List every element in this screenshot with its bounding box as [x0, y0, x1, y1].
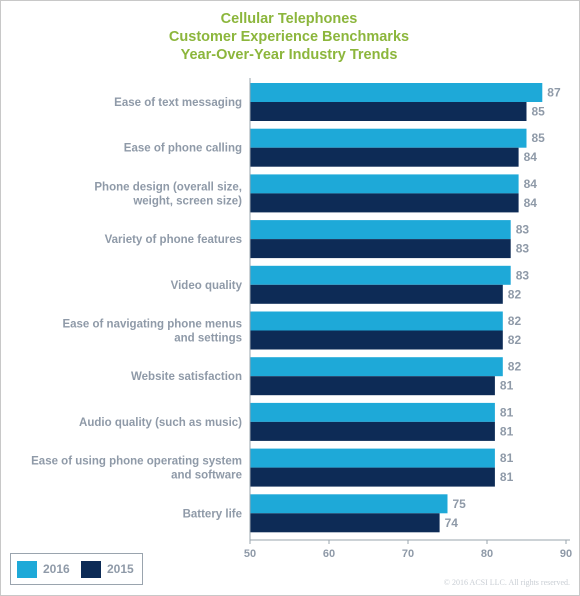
- value-label-2016-3: 83: [516, 223, 530, 237]
- category-label-0: Ease of text messaging: [114, 97, 242, 109]
- value-label-2016-7: 81: [500, 405, 514, 419]
- value-label-2015-5: 82: [508, 333, 522, 347]
- legend-item-2016: 2016: [17, 560, 70, 578]
- value-label-2016-4: 83: [516, 268, 530, 282]
- x-tick-label-1: 60: [323, 548, 335, 560]
- bar-2016-8: [250, 449, 495, 468]
- bar-2015-1: [250, 148, 519, 167]
- x-tick-label-0: 50: [244, 548, 256, 560]
- value-label-2015-8: 81: [500, 470, 514, 484]
- value-label-2015-2: 84: [524, 196, 538, 210]
- bar-2016-2: [250, 174, 519, 193]
- bar-2015-7: [250, 422, 495, 441]
- category-label-1: Ease of phone calling: [124, 143, 242, 155]
- category-label-9: Battery life: [183, 508, 242, 520]
- value-label-2015-7: 81: [500, 424, 514, 438]
- bar-2015-0: [250, 102, 527, 121]
- category-label-6: Website satisfaction: [131, 371, 242, 383]
- bar-2016-5: [250, 312, 503, 331]
- category-label-8: Ease of using phone operating system and …: [31, 456, 242, 482]
- bar-2016-9: [250, 494, 448, 513]
- value-label-2016-0: 87: [547, 86, 561, 100]
- value-label-2016-6: 82: [508, 360, 522, 374]
- category-label-7: Audio quality (such as music): [79, 417, 242, 429]
- x-tick-label-3: 80: [481, 548, 493, 560]
- bar-2016-3: [250, 220, 511, 239]
- bar-2015-2: [250, 193, 519, 212]
- legend: 2016 2015: [10, 553, 143, 585]
- bar-2016-0: [250, 83, 542, 102]
- legend-swatch-2015: [81, 561, 101, 578]
- value-label-2015-0: 85: [532, 105, 546, 119]
- legend-swatch-2016: [17, 561, 37, 578]
- bar-2016-4: [250, 266, 511, 285]
- bar-2016-6: [250, 357, 503, 376]
- bar-2015-4: [250, 285, 503, 304]
- bar-2015-8: [250, 468, 495, 487]
- bar-2015-9: [250, 513, 440, 532]
- legend-label-2015: 2015: [107, 562, 134, 576]
- legend-item-2015: 2015: [81, 560, 134, 578]
- value-label-2015-6: 81: [500, 379, 514, 393]
- bar-2015-3: [250, 239, 511, 258]
- x-tick-label-2: 70: [402, 548, 414, 560]
- value-label-2016-1: 85: [532, 131, 546, 145]
- value-label-2016-9: 75: [453, 497, 467, 511]
- category-label-5: Ease of navigating phone menus and settin…: [62, 319, 242, 345]
- legend-label-2016: 2016: [43, 562, 70, 576]
- bar-2015-6: [250, 376, 495, 395]
- x-tick-label-4: 90: [560, 548, 572, 560]
- value-label-2015-3: 83: [516, 242, 530, 256]
- value-label-2016-2: 84: [524, 177, 538, 191]
- value-label-2016-5: 82: [508, 314, 522, 328]
- value-label-2015-1: 84: [524, 150, 538, 164]
- value-label-2016-8: 81: [500, 451, 514, 465]
- bar-2016-1: [250, 129, 527, 148]
- category-label-2: Phone design (overall size, weight, scree…: [94, 181, 242, 207]
- bar-2016-7: [250, 403, 495, 422]
- bar-2015-5: [250, 331, 503, 350]
- value-label-2015-9: 74: [445, 516, 459, 530]
- value-label-2015-4: 82: [508, 287, 522, 301]
- category-label-3: Variety of phone features: [105, 234, 242, 246]
- copyright-note: © 2016 ACSI LLC. All rights reserved.: [444, 578, 570, 587]
- category-label-4: Video quality: [171, 280, 243, 292]
